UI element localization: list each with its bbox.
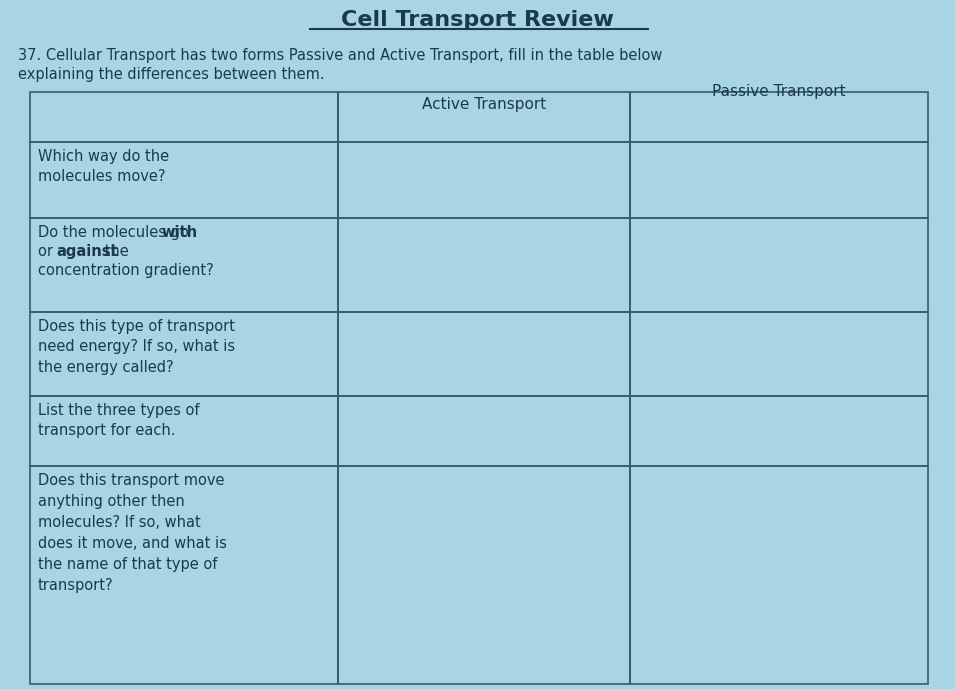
Bar: [338, 312, 630, 396]
Text: Which way do the
molecules move?: Which way do the molecules move?: [38, 149, 169, 185]
Bar: [30, 142, 338, 218]
Bar: [30, 312, 338, 396]
Bar: [630, 312, 928, 396]
Bar: [338, 396, 630, 466]
Bar: [30, 92, 338, 142]
Bar: [338, 218, 630, 312]
Text: explaining the differences between them.: explaining the differences between them.: [18, 67, 325, 82]
Bar: [338, 92, 630, 142]
Text: Does this type of transport
need energy? If so, what is
the energy called?: Does this type of transport need energy?…: [38, 319, 235, 375]
Bar: [630, 92, 928, 142]
Text: concentration gradient?: concentration gradient?: [38, 263, 214, 278]
Text: List the three types of
transport for each.: List the three types of transport for ea…: [38, 403, 200, 438]
Bar: [630, 396, 928, 466]
Bar: [30, 218, 338, 312]
Bar: [630, 142, 928, 218]
Text: with: with: [161, 225, 197, 240]
Bar: [630, 218, 928, 312]
Text: Do the molecules go: Do the molecules go: [38, 225, 193, 240]
Text: or: or: [38, 244, 57, 259]
Text: Active Transport: Active Transport: [422, 97, 546, 112]
Bar: [338, 142, 630, 218]
Bar: [338, 466, 630, 684]
Text: 37. Cellular Transport has two forms Passive and Active Transport, fill in the t: 37. Cellular Transport has two forms Pas…: [18, 48, 663, 63]
Bar: [30, 466, 338, 684]
Text: Cell Transport Review: Cell Transport Review: [341, 10, 613, 30]
Text: Passive Transport: Passive Transport: [712, 84, 846, 99]
Bar: [630, 466, 928, 684]
Text: the: the: [99, 244, 128, 259]
Bar: [30, 396, 338, 466]
Text: Does this transport move
anything other then
molecules? If so, what
does it move: Does this transport move anything other …: [38, 473, 227, 593]
Text: against: against: [56, 244, 118, 259]
